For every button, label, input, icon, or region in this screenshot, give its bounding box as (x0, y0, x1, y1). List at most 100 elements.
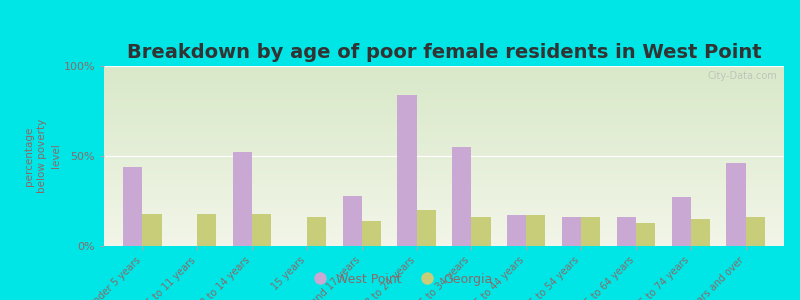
Bar (104, 142, 784, 143)
Bar (104, 82, 784, 84)
Bar (104, 232, 784, 233)
Bar (526, 215, 546, 246)
Bar (104, 89, 784, 91)
Bar (104, 131, 784, 133)
Bar (452, 147, 471, 246)
Bar (104, 187, 784, 188)
Bar (123, 167, 142, 246)
Bar (746, 217, 765, 246)
Bar (671, 197, 690, 246)
Bar (104, 97, 784, 98)
Bar (104, 163, 784, 165)
Bar (104, 176, 784, 178)
Bar (104, 145, 784, 147)
Bar (342, 196, 362, 246)
Bar (104, 154, 784, 156)
Bar (104, 143, 784, 145)
Bar (104, 84, 784, 86)
Text: City-Data.com: City-Data.com (707, 71, 778, 81)
Bar (104, 161, 784, 163)
Bar (104, 136, 784, 138)
Bar (104, 201, 784, 203)
Bar (581, 217, 600, 246)
Bar (104, 77, 784, 79)
Bar (104, 203, 784, 205)
Bar (198, 214, 217, 246)
Bar (104, 174, 784, 176)
Bar (636, 223, 655, 246)
Bar (362, 221, 381, 246)
Bar (104, 113, 784, 115)
Bar (104, 212, 784, 214)
Bar (142, 214, 162, 246)
Bar (104, 86, 784, 88)
Bar (104, 115, 784, 116)
Bar (104, 107, 784, 109)
Bar (104, 190, 784, 192)
Bar (104, 79, 784, 80)
Legend: West Point, Georgia: West Point, Georgia (302, 268, 498, 291)
Bar (104, 244, 784, 246)
Bar (104, 80, 784, 82)
Bar (104, 217, 784, 219)
Bar (104, 194, 784, 196)
Bar (104, 208, 784, 210)
Bar (104, 185, 784, 187)
Bar (104, 235, 784, 237)
Bar (104, 127, 784, 129)
Bar (398, 95, 417, 246)
Bar (104, 120, 784, 122)
Bar (104, 160, 784, 161)
Title: Breakdown by age of poor female residents in West Point: Breakdown by age of poor female resident… (126, 43, 762, 62)
Bar (104, 196, 784, 197)
Bar (104, 226, 784, 228)
Bar (104, 122, 784, 124)
Bar (104, 170, 784, 172)
Bar (104, 125, 784, 127)
Bar (104, 214, 784, 215)
Bar (104, 241, 784, 242)
Bar (471, 217, 490, 246)
Bar (726, 163, 746, 246)
Bar (104, 156, 784, 158)
Bar (104, 237, 784, 239)
Bar (104, 102, 784, 104)
Bar (104, 149, 784, 151)
Bar (104, 70, 784, 71)
Bar (104, 228, 784, 230)
Bar (104, 215, 784, 217)
Bar (104, 179, 784, 181)
Bar (104, 219, 784, 221)
Bar (104, 210, 784, 212)
Bar (104, 129, 784, 131)
Bar (104, 147, 784, 149)
Bar (307, 217, 326, 246)
Bar (104, 98, 784, 100)
Bar (104, 230, 784, 232)
Bar (104, 100, 784, 102)
Bar (104, 124, 784, 125)
Bar (104, 140, 784, 142)
Bar (104, 152, 784, 154)
Bar (104, 111, 784, 113)
Bar (104, 93, 784, 95)
Bar (104, 197, 784, 199)
Bar (104, 75, 784, 77)
Bar (104, 183, 784, 185)
Bar (104, 88, 784, 89)
Bar (104, 134, 784, 136)
Bar (104, 181, 784, 183)
Bar (104, 104, 784, 106)
Bar (617, 217, 636, 246)
Bar (104, 224, 784, 226)
Bar (252, 214, 271, 246)
Bar (104, 223, 784, 224)
Bar (104, 151, 784, 152)
Bar (104, 192, 784, 194)
Bar (104, 239, 784, 241)
Bar (690, 219, 710, 246)
Bar (104, 242, 784, 244)
Bar (507, 215, 526, 246)
Bar (104, 188, 784, 190)
Bar (104, 167, 784, 169)
